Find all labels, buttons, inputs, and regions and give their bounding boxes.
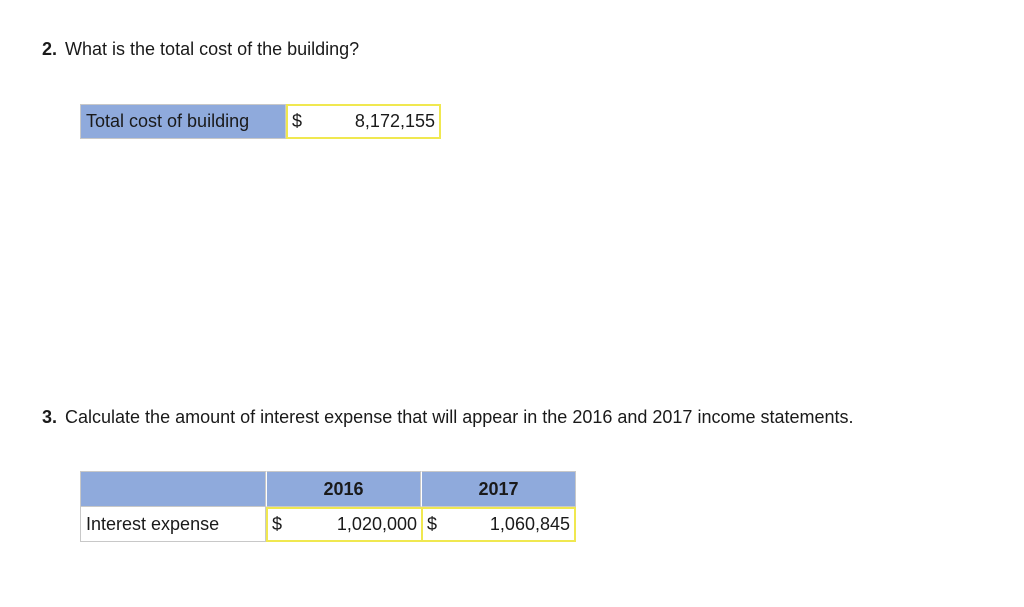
header-2016: 2016 [266,471,421,507]
currency-symbol: $ [427,514,438,534]
question-text: What is the total cost of the building? [65,39,360,59]
total-cost-label: Total cost of building [80,104,286,139]
interest-2016-answer-field[interactable]: $ 1,020,000 [266,507,423,542]
question-3: 3. Calculate the amount of interest expen… [42,407,854,428]
question-2: 2. What is the total cost of the building… [42,39,359,60]
interest-2017-answer-field[interactable]: $ 1,060,845 [421,507,576,542]
interest-expense-label: Interest expense [80,507,266,542]
question-text: Calculate the amount of interest expense… [65,407,854,427]
header-2017: 2017 [421,471,576,507]
currency-symbol: $ [292,111,303,131]
total-cost-answer-field[interactable]: $ 8,172,155 [286,104,441,139]
question-number: 3. [42,407,58,427]
interest-2016-value: 1,020,000 [336,514,417,534]
interest-2017-value: 1,060,845 [489,514,570,534]
total-cost-value: 8,172,155 [354,111,435,131]
header-blank [80,471,266,507]
currency-symbol: $ [272,514,283,534]
question-number: 2. [42,39,58,59]
